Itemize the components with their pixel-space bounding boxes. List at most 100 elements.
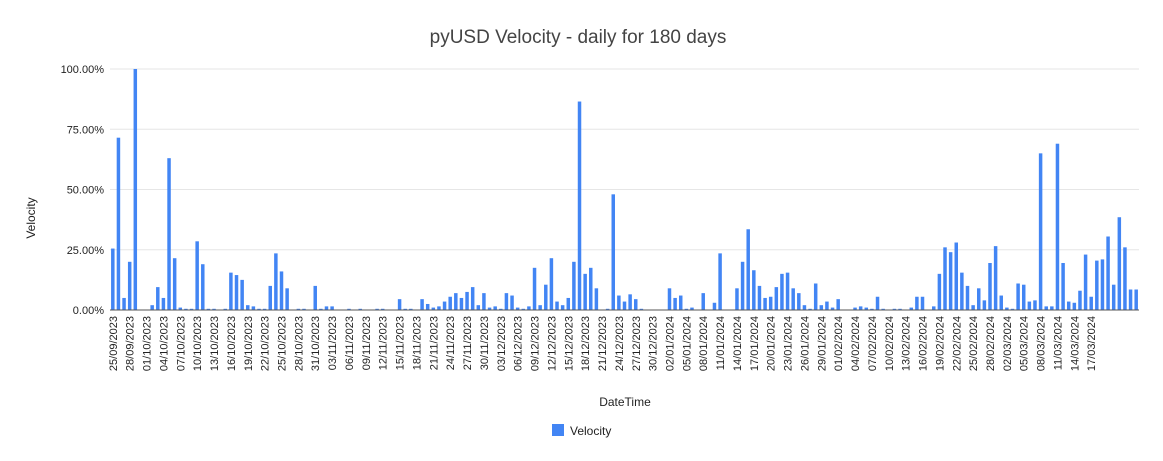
bar [589,267,593,310]
bar [718,253,722,310]
x-tick-label: 27/11/2023 [462,316,474,370]
x-tick-label: 15/11/2023 [395,316,407,370]
x-tick-label: 03/11/2023 [327,316,339,370]
bar [909,307,914,310]
bar [1100,259,1105,310]
x-tick-label: 24/12/2023 [614,316,626,371]
bar [881,308,885,310]
bar [830,307,835,310]
bar [566,297,571,310]
x-tick-label: 28/09/2023 [125,316,137,371]
bar [448,296,452,310]
bar [504,293,509,310]
bar [201,264,205,310]
x-tick-label: 09/12/2023 [530,316,542,371]
x-tick-label: 01/10/2023 [142,316,154,371]
x-tick-label: 26/01/2024 [799,316,811,371]
bar [116,137,121,310]
bar [262,308,267,310]
bar [521,308,526,310]
bar [673,297,677,310]
bar [577,101,582,310]
y-tick-label: 100.00% [61,64,105,76]
x-tick-label: 06/11/2023 [344,316,356,370]
x-tick-label: 27/12/2023 [631,316,643,371]
bar [813,283,818,310]
legend: Velocity [552,424,611,438]
bar [302,308,306,310]
bar [268,285,272,310]
bar [538,305,542,310]
bar [403,308,407,310]
bar [470,287,475,310]
bar [1106,236,1110,310]
bar [274,253,278,310]
bar [965,285,970,310]
bar [740,261,745,310]
x-tick-label: 23/01/2024 [783,316,795,371]
bar [774,287,779,310]
bar [993,246,998,310]
x-tick-label: 08/03/2024 [1036,316,1048,371]
x-tick-label: 25/02/2024 [968,316,980,371]
bar [757,285,762,310]
x-axis-title: DateTime [599,395,651,409]
x-tick-label: 30/12/2023 [648,316,660,371]
bar [459,297,464,310]
bar [1111,284,1116,310]
x-tick-label: 01/02/2024 [833,316,845,371]
bar [954,242,958,310]
bar [1134,289,1138,310]
x-tick-label: 19/02/2024 [934,316,946,371]
bar [864,307,869,310]
x-tick-label: 06/12/2023 [513,316,525,371]
bar [943,247,947,310]
bar [240,279,244,311]
bar [819,305,824,310]
bar [802,305,807,310]
bar [678,295,683,310]
bar [875,296,880,310]
bar [937,273,942,310]
x-tick-label: 02/03/2024 [1002,316,1014,371]
bar [1089,296,1093,310]
bar [122,297,126,310]
bar [858,306,863,310]
x-tick-label: 09/11/2023 [361,316,373,370]
bar [442,301,447,310]
bar [285,288,289,310]
bar [296,308,301,310]
bar [178,307,183,310]
x-tick-label: 15/12/2023 [563,316,575,371]
bar [150,305,154,310]
bar [1050,306,1054,310]
bar [701,293,705,310]
x-tick-label: 04/10/2023 [158,316,170,371]
x-tick-label: 10/10/2023 [192,316,204,371]
bar [375,308,379,310]
bar [1083,254,1088,310]
x-tick-label: 17/01/2024 [749,316,761,371]
x-tick-label: 11/01/2024 [715,316,727,370]
legend-swatch-velocity [552,424,564,436]
x-tick-label: 08/01/2024 [698,316,710,371]
x-tick-label: 25/10/2023 [277,316,289,371]
chart-title: pyUSD Velocity - daily for 180 days [430,27,727,48]
bar [797,293,801,310]
x-tick-label: 11/03/2024 [1052,316,1064,370]
x-tick-label: 04/02/2024 [850,316,862,371]
y-axis-ticks: 0.00% 25.00% 50.00% 75.00% 100.00% [61,64,105,317]
bar [853,307,857,310]
bar [156,287,160,310]
x-tick-label: 05/03/2024 [1019,316,1031,371]
bar [1123,247,1127,310]
bar [358,308,362,310]
bar [825,301,829,310]
x-tick-label: 28/02/2024 [985,316,997,371]
bar [111,248,115,310]
x-tick-label: 30/11/2023 [479,316,491,370]
bar [532,267,537,310]
x-tick-label: 07/10/2023 [175,316,187,371]
bar [920,296,925,310]
bar [560,305,565,310]
